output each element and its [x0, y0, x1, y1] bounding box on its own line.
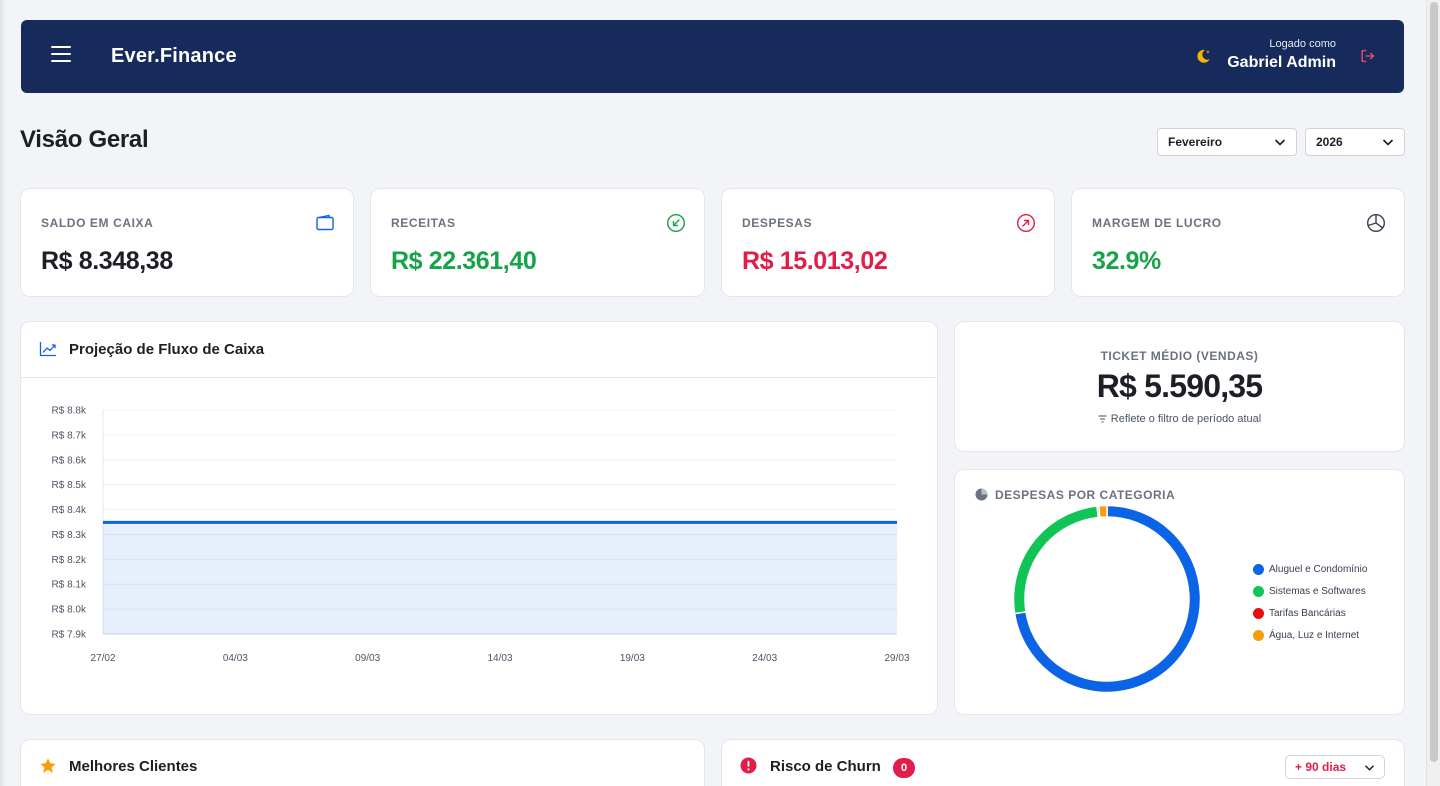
donut-slice [1012, 505, 1100, 615]
month-select[interactable]: Fevereiro [1157, 128, 1297, 156]
expenses-donut-chart [1012, 504, 1202, 694]
filter-icon [1098, 415, 1107, 423]
legend-label: Tarifas Bancárias [1269, 607, 1346, 619]
y-tick-label: R$ 8.7k [52, 430, 87, 441]
best-clients-title: Melhores Clientes [69, 758, 198, 775]
expenses-by-category-card: DESPESAS POR CATEGORIA Aluguel e Condomí… [954, 469, 1405, 715]
user-name: Gabriel Admin [1227, 54, 1336, 71]
kpi-value: R$ 8.348,38 [41, 247, 173, 275]
cashflow-area-fill [103, 522, 897, 634]
kpi-label: MARGEM DE LUCRO [1092, 216, 1222, 230]
logout-icon[interactable] [1359, 47, 1377, 65]
pie-chart-icon [975, 488, 988, 501]
average-ticket-note: Reflete o filtro de período atual [955, 413, 1404, 425]
page-title: Visão Geral [20, 126, 149, 153]
average-ticket-card: TICKET MÉDIO (VENDAS) R$ 5.590,35 Reflet… [954, 321, 1405, 452]
kpi-card-profit-margin: MARGEM DE LUCRO 32.9% [1071, 188, 1405, 297]
x-tick-label: 27/02 [90, 653, 115, 664]
x-tick-label: 24/03 [752, 653, 777, 664]
kpi-card-revenue: RECEITAS R$ 22.361,40 [370, 188, 705, 297]
average-ticket-label: TICKET MÉDIO (VENDAS) [1100, 349, 1259, 363]
churn-risk-title: Risco de Churn [770, 758, 881, 775]
y-tick-label: R$ 7.9k [52, 630, 87, 641]
legend-item[interactable]: Tarifas Bancárias [1253, 602, 1367, 624]
year-select-value: 2026 [1316, 135, 1343, 149]
star-icon [40, 758, 56, 773]
pie-chart-icon [1366, 213, 1386, 233]
kpi-label: SALDO EM CAIXA [41, 216, 154, 230]
legend-item[interactable]: Água, Luz e Internet [1253, 624, 1367, 646]
kpi-value: 32.9% [1092, 247, 1161, 275]
y-tick-label: R$ 8.1k [52, 580, 87, 591]
churn-period-value: + 90 dias [1295, 760, 1347, 774]
y-tick-label: R$ 8.5k [52, 480, 87, 491]
cashflow-area-chart: R$ 8.8k R$ 8.7k R$ 8.6k R$ 8.5k R$ 8.4k R$ 8.… [52, 406, 910, 665]
arrow-down-left-icon [666, 213, 686, 233]
kpi-value: R$ 22.361,40 [391, 247, 537, 275]
average-ticket-value: R$ 5.590,35 [1096, 368, 1263, 404]
hamburger-menu-icon[interactable] [51, 46, 71, 64]
page-scrollbar[interactable] [1426, 0, 1440, 786]
cashflow-projection-card: Projeção de Fluxo de Caixa R$ 8.8k R$ 8.7… [20, 321, 938, 715]
y-tick-label: R$ 8.8k [52, 406, 87, 417]
x-tick-label: 14/03 [487, 653, 512, 664]
legend-swatch [1253, 607, 1264, 619]
expenses-by-category-title: DESPESAS POR CATEGORIA [995, 488, 1176, 502]
kpi-label: RECEITAS [391, 216, 456, 230]
churn-period-select[interactable]: + 90 dias [1285, 755, 1385, 779]
trend-up-icon [39, 342, 56, 357]
x-tick-label: 09/03 [355, 653, 380, 664]
chevron-down-icon [1382, 139, 1394, 146]
year-select[interactable]: 2026 [1305, 128, 1405, 156]
wallet-icon [316, 214, 334, 231]
y-tick-label: R$ 8.2k [52, 555, 87, 566]
kpi-value: R$ 15.013,02 [742, 247, 888, 275]
donut-slice [1097, 504, 1108, 519]
brand-logo-text[interactable]: Ever.Finance [111, 45, 237, 67]
x-tick-label: 29/03 [884, 653, 909, 664]
x-tick-label: 19/03 [620, 653, 645, 664]
kpi-label: DESPESAS [742, 216, 813, 230]
legend-item[interactable]: Aluguel e Condomínio [1253, 558, 1367, 580]
churn-count-badge: 0 [893, 758, 915, 778]
y-tick-label: R$ 8.0k [52, 605, 87, 616]
chevron-down-icon [1274, 139, 1286, 146]
kpi-card-expenses: DESPESAS R$ 15.013,02 [721, 188, 1055, 297]
chevron-down-icon [1364, 765, 1375, 771]
y-tick-label: R$ 8.3k [52, 530, 87, 541]
best-clients-card: Melhores Clientes [20, 739, 705, 786]
alert-circle-icon [740, 757, 757, 774]
dashboard-page: Ever.Finance Logado como Gabriel Admin V… [20, 0, 1405, 786]
cashflow-chart-title: Projeção de Fluxo de Caixa [69, 341, 265, 358]
legend-swatch [1253, 629, 1264, 641]
legend-label: Água, Luz e Internet [1269, 629, 1360, 641]
logged-as-label: Logado como [1269, 38, 1336, 50]
legend-swatch [1253, 585, 1264, 597]
legend-label: Aluguel e Condomínio [1269, 563, 1368, 575]
y-tick-label: R$ 8.6k [52, 455, 87, 466]
donut-legend: Aluguel e Condomínio Sistemas e Software… [1253, 558, 1367, 646]
legend-swatch [1253, 563, 1264, 575]
y-tick-label: R$ 8.4k [52, 505, 87, 516]
month-select-value: Fevereiro [1168, 135, 1223, 149]
legend-label: Sistemas e Softwares [1269, 585, 1366, 597]
x-tick-label: 04/03 [223, 653, 248, 664]
arrow-up-right-icon [1016, 213, 1036, 233]
card-divider [21, 377, 937, 378]
scrollbar-thumb[interactable] [1430, 2, 1438, 762]
churn-risk-card: Risco de Churn 0 + 90 dias [721, 739, 1405, 786]
top-navbar: Ever.Finance Logado como Gabriel Admin [21, 20, 1404, 93]
kpi-card-cash-balance: SALDO EM CAIXA R$ 8.348,38 [20, 188, 354, 297]
average-ticket-note-text: Reflete o filtro de período atual [1110, 413, 1262, 425]
moon-theme-toggle-icon[interactable] [1194, 47, 1212, 65]
legend-item[interactable]: Sistemas e Softwares [1253, 580, 1367, 602]
window-edge-shadow [0, 0, 6, 786]
